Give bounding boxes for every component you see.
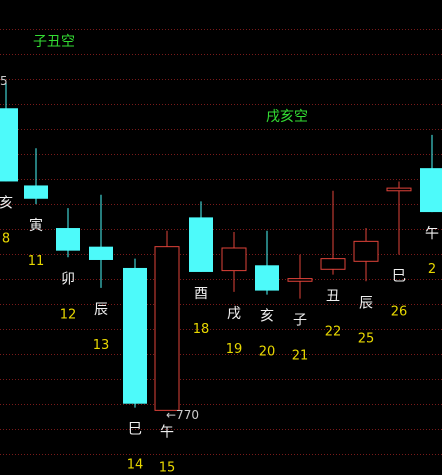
candle-branch-label: 亥: [260, 309, 274, 325]
candle-day-number: 13: [93, 338, 110, 353]
candle-day-number: 8: [2, 231, 10, 246]
candle-body: [189, 217, 213, 272]
candle-day-number: 2: [428, 262, 436, 277]
annotation-zichou-kong: 子丑空: [33, 34, 75, 50]
candle-day-number: 26: [391, 305, 408, 320]
candle-branch-label: 亥: [0, 195, 13, 211]
candle-branch-label: 辰: [94, 302, 108, 318]
candle-body: [154, 246, 180, 411]
candle-body: [255, 265, 279, 291]
candle-day-number: 20: [259, 345, 276, 360]
candle-branch-label: 丑: [326, 289, 340, 305]
candle-labels: 亥 8 寅 11 卯 12 辰 13 巳 14 午 15 酉 18 戌 19 亥 20 子 21 丑 22 辰 25 巳 26 午 2: [0, 195, 439, 475]
candle-day-number: 15: [159, 460, 176, 475]
candle-body: [221, 247, 247, 272]
candle-branch-label: 巳: [128, 422, 142, 438]
candle-branch-label: 午: [160, 424, 174, 440]
candle-branch-label: 酉: [194, 286, 208, 302]
candle-body: [24, 185, 48, 199]
candle-body: [0, 108, 18, 182]
candle-branch-label: 午: [425, 226, 439, 242]
candle-branch-label: 卯: [61, 271, 75, 287]
candle-day-number: 11: [28, 254, 45, 269]
candle-body: [89, 246, 113, 260]
candle-body: [123, 267, 147, 404]
candle-day-number: 14: [127, 458, 144, 473]
candle-branch-label: 辰: [359, 295, 373, 311]
candle-body: [386, 187, 412, 192]
candles: [0, 81, 442, 411]
candle-day-number: 19: [226, 342, 243, 357]
candle-branch-label: 巳: [392, 269, 406, 285]
edge-price-label: 5: [0, 74, 8, 88]
candle-day-number: 18: [193, 322, 210, 337]
candle-day-number: 22: [325, 325, 342, 340]
candle-body: [320, 258, 346, 270]
candle-body: [56, 228, 80, 251]
candle-body: [353, 240, 379, 262]
candle-body: [287, 278, 313, 282]
candle-body: [420, 168, 442, 213]
low-price-marker: ←770: [166, 408, 199, 422]
annotation-xuhai-kong: 戌亥空: [266, 109, 308, 125]
candle-day-number: 21: [292, 349, 309, 364]
candle-day-number: 25: [358, 331, 375, 346]
candle-branch-label: 子: [293, 313, 307, 329]
candle-branch-label: 寅: [29, 217, 43, 234]
candle-day-number: 12: [60, 307, 77, 322]
candle-branch-label: 戌: [227, 306, 241, 322]
